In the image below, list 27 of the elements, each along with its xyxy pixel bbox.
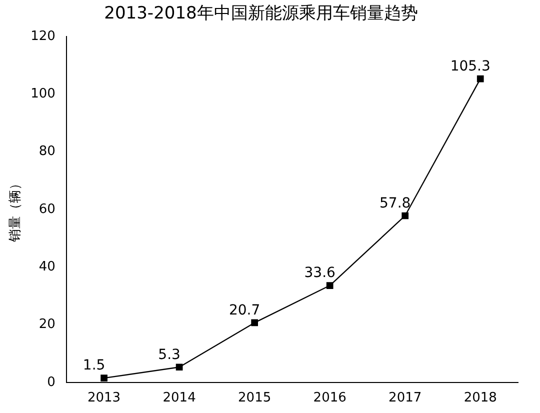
y-tick-label: 120 xyxy=(30,28,56,44)
point xyxy=(402,212,409,220)
data-label: 105.3 xyxy=(450,58,490,74)
x-tick-label: 2016 xyxy=(313,390,346,406)
x-tick-label: 2015 xyxy=(238,390,272,406)
x-tick-label: 2013 xyxy=(88,390,121,406)
data-label: 33.6 xyxy=(304,265,336,282)
y-tick-label: 20 xyxy=(38,317,56,332)
data-label: 1.5 xyxy=(82,358,106,374)
x-tick-label: 2018 xyxy=(464,390,497,406)
data-label: 20.7 xyxy=(228,302,260,318)
point xyxy=(251,319,258,326)
y-tick-label: 0 xyxy=(47,374,56,390)
y-axis-title: 销量（辆） xyxy=(8,176,24,243)
y-tick-label: 40 xyxy=(38,259,56,274)
point xyxy=(476,75,484,82)
x-tick-label: 2014 xyxy=(162,390,196,406)
y-tick-label: 100 xyxy=(30,86,56,102)
data-label: 5.3 xyxy=(158,346,180,363)
y-tick-label: 80 xyxy=(38,144,56,160)
point xyxy=(100,374,108,382)
point xyxy=(326,282,334,289)
point xyxy=(176,364,183,371)
chart-title: 2013-2018年中国新能源乘用车销量趋势 xyxy=(104,4,418,24)
x-tick-label: 2017 xyxy=(388,390,422,406)
data-label: 57.8 xyxy=(380,195,411,212)
y-tick-label: 60 xyxy=(38,202,56,217)
